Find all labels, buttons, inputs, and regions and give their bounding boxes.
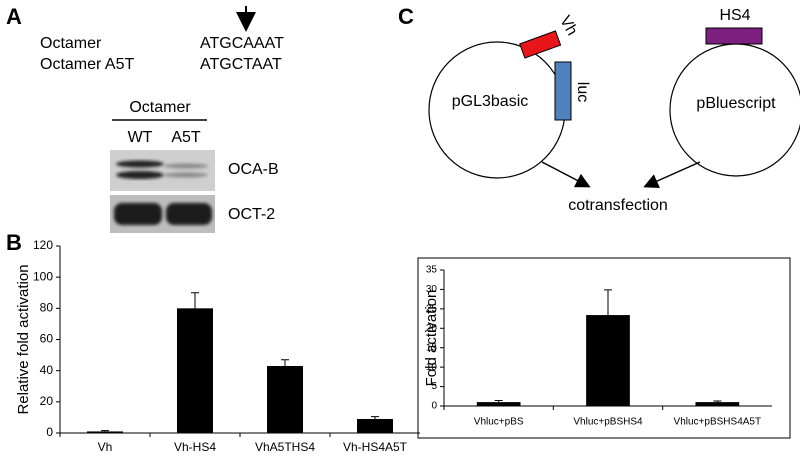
lane-label: A5T (171, 129, 201, 146)
error-bar (494, 400, 503, 403)
plasmid-name: pGL3basic (452, 93, 529, 110)
seq-name: Octamer (40, 35, 102, 52)
blot-header: Octamer (129, 99, 191, 116)
bar (476, 402, 521, 406)
arrow (541, 161, 591, 188)
y-tick-label: 20 (40, 394, 54, 408)
y-tick-label: 100 (33, 269, 53, 283)
blot (110, 150, 215, 233)
panel-label: C (398, 4, 414, 29)
insert-label: Vh (556, 13, 581, 38)
error-bar (101, 430, 109, 432)
bar (357, 418, 393, 433)
bar (177, 308, 213, 433)
y-tick-label: 0 (431, 401, 437, 412)
error-bar (371, 416, 379, 419)
y-axis-label: Relative fold activation (15, 264, 32, 414)
bar (586, 315, 630, 406)
bar (695, 402, 740, 406)
x-tick-label: Vh (98, 440, 113, 454)
x-tick-label: Vhluc+pBSHS4A5T (674, 417, 762, 428)
y-tick-label: 30 (426, 284, 438, 295)
y-axis-label: Fold activation (423, 290, 440, 387)
x-tick-label: Vhluc+pBSHS4 (573, 417, 643, 428)
insert (705, 27, 763, 45)
seq: ATGCTAAT (200, 56, 282, 73)
y-tick-label: 15 (426, 342, 438, 353)
error-bar (191, 292, 199, 309)
lane-label: WT (128, 129, 153, 146)
y-tick-label: 60 (40, 332, 54, 346)
panel-label: A (6, 4, 22, 29)
y-tick-label: 40 (40, 363, 54, 377)
x-tick-label: Vh-HS4 (174, 440, 216, 454)
insert (519, 30, 562, 59)
x-tick-label: Vh-HS4A5T (343, 440, 408, 454)
chart-frame (417, 257, 791, 439)
x-tick-label: Vhluc+pBS (474, 417, 524, 428)
y-tick-label: 5 (431, 381, 437, 392)
arrow (643, 161, 701, 188)
seq: ATGCAAAT (200, 35, 284, 52)
error-bar (604, 289, 612, 316)
band-label: OCA-B (228, 161, 279, 178)
y-tick-label: 0 (46, 425, 53, 439)
error-bar (713, 400, 722, 403)
y-tick-label: 35 (426, 265, 438, 276)
error-bar (281, 359, 289, 366)
y-tick-label: 120 (33, 238, 53, 252)
y-tick-label: 25 (426, 303, 438, 314)
bar (87, 431, 123, 433)
insert (554, 61, 572, 121)
y-tick-label: 10 (426, 362, 438, 373)
panel-label: B (6, 230, 22, 255)
x-tick-label: VhA5THS4 (255, 440, 315, 454)
seq-name: Octamer A5T (40, 56, 134, 73)
band-label: OCT-2 (228, 206, 275, 223)
y-tick-label: 20 (426, 323, 438, 334)
bar (267, 365, 303, 433)
y-tick-label: 80 (40, 301, 54, 315)
plasmid-name: pBluescript (696, 95, 776, 112)
step-label: cotransfection (568, 197, 668, 214)
insert-label: luc (574, 82, 591, 102)
insert-label: HS4 (719, 7, 750, 24)
